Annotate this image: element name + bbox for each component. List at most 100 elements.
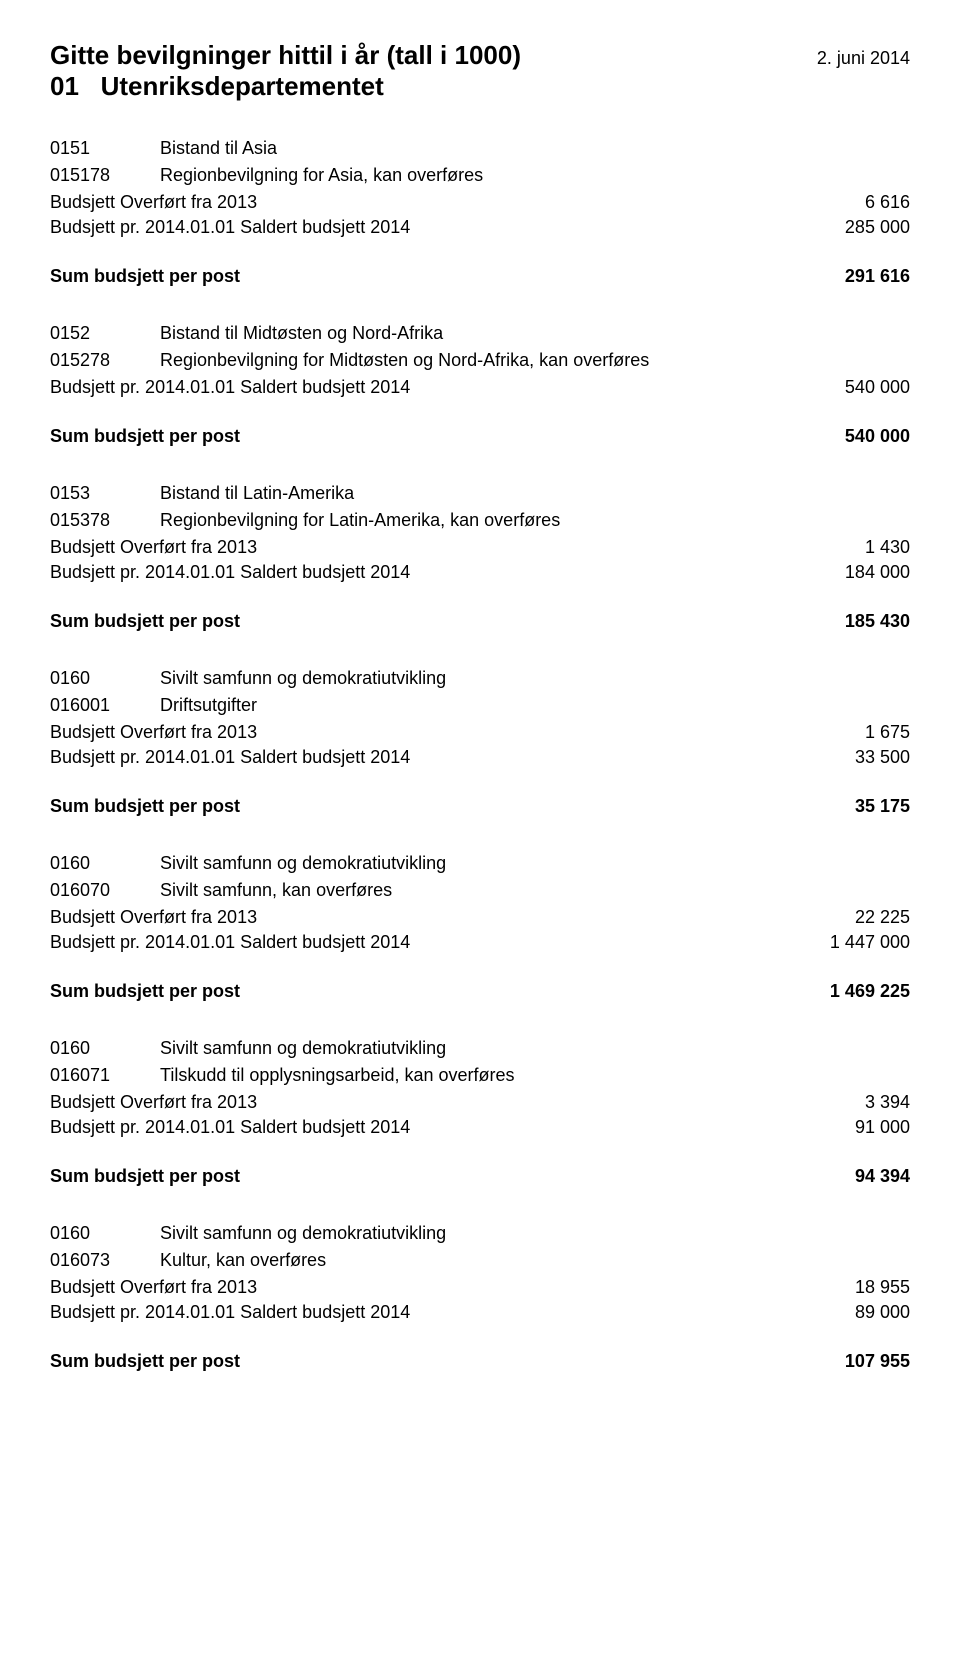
line-label: Budsjett Overført fra 2013 <box>50 1277 257 1298</box>
line-label: Budsjett Overført fra 2013 <box>50 907 257 928</box>
sum-label: Sum budsjett per post <box>50 1351 240 1372</box>
subcategory-desc: Driftsutgifter <box>160 695 910 716</box>
line-label: Budsjett pr. 2014.01.01 Saldert budsjett… <box>50 932 410 953</box>
sum-row: Sum budsjett per post 291 616 <box>50 266 910 287</box>
line-value: 22 225 <box>855 907 910 928</box>
subcategory-code: 016071 <box>50 1065 160 1086</box>
line-value: 6 616 <box>865 192 910 213</box>
sum-value: 291 616 <box>845 266 910 287</box>
subcategory-desc: Regionbevilgning for Asia, kan overføres <box>160 165 910 186</box>
line-value: 1 675 <box>865 722 910 743</box>
line-label: Budsjett pr. 2014.01.01 Saldert budsjett… <box>50 562 410 583</box>
category-line: 0153Bistand til Latin-Amerika <box>50 483 910 504</box>
budget-block: 0152Bistand til Midtøsten og Nord-Afrika… <box>50 323 910 398</box>
category-line: 0160Sivilt samfunn og demokratiutvikling <box>50 1038 910 1059</box>
sum-value: 35 175 <box>855 796 910 817</box>
report-date: 2. juni 2014 <box>817 48 910 69</box>
subtitle-code: 01 <box>50 71 79 101</box>
subcategory-desc: Regionbevilgning for Latin-Amerika, kan … <box>160 510 910 531</box>
subcategory-desc: Kultur, kan overføres <box>160 1250 910 1271</box>
line-label: Budsjett pr. 2014.01.01 Saldert budsjett… <box>50 217 410 238</box>
category-line: 0160Sivilt samfunn og demokratiutvikling <box>50 1223 910 1244</box>
category-desc: Sivilt samfunn og demokratiutvikling <box>160 668 910 689</box>
sum-value: 94 394 <box>855 1166 910 1187</box>
sum-row: Sum budsjett per post 35 175 <box>50 796 910 817</box>
category-code: 0151 <box>50 138 160 159</box>
subcategory-code: 016070 <box>50 880 160 901</box>
budget-line: Budsjett pr. 2014.01.01 Saldert budsjett… <box>50 932 910 953</box>
budget-block: 0160Sivilt samfunn og demokratiutvikling… <box>50 853 910 953</box>
subcategory-code: 015378 <box>50 510 160 531</box>
subcategory-code: 015178 <box>50 165 160 186</box>
sum-label: Sum budsjett per post <box>50 796 240 817</box>
subcategory-line: 015278Regionbevilgning for Midtøsten og … <box>50 350 910 371</box>
subcategory-desc: Sivilt samfunn, kan overføres <box>160 880 910 901</box>
subcategory-line: 016073Kultur, kan overføres <box>50 1250 910 1271</box>
category-line: 0152Bistand til Midtøsten og Nord-Afrika <box>50 323 910 344</box>
sum-value: 185 430 <box>845 611 910 632</box>
category-code: 0160 <box>50 668 160 689</box>
category-line: 0151Bistand til Asia <box>50 138 910 159</box>
subcategory-line: 015378Regionbevilgning for Latin-Amerika… <box>50 510 910 531</box>
line-label: Budsjett pr. 2014.01.01 Saldert budsjett… <box>50 1117 410 1138</box>
budget-block: 0160Sivilt samfunn og demokratiutvikling… <box>50 1223 910 1323</box>
sum-label: Sum budsjett per post <box>50 981 240 1002</box>
line-label: Budsjett Overført fra 2013 <box>50 1092 257 1113</box>
category-desc: Bistand til Asia <box>160 138 910 159</box>
category-desc: Bistand til Midtøsten og Nord-Afrika <box>160 323 910 344</box>
category-desc: Bistand til Latin-Amerika <box>160 483 910 504</box>
line-value: 1 447 000 <box>830 932 910 953</box>
subtitle-text: Utenriksdepartementet <box>101 71 384 101</box>
line-value: 89 000 <box>855 1302 910 1323</box>
budget-line: Budsjett pr. 2014.01.01 Saldert budsjett… <box>50 562 910 583</box>
budget-line: Budsjett pr. 2014.01.01 Saldert budsjett… <box>50 217 910 238</box>
line-value: 184 000 <box>845 562 910 583</box>
sum-value: 1 469 225 <box>830 981 910 1002</box>
line-value: 33 500 <box>855 747 910 768</box>
subcategory-line: 016070Sivilt samfunn, kan overføres <box>50 880 910 901</box>
budget-line: Budsjett pr. 2014.01.01 Saldert budsjett… <box>50 1302 910 1323</box>
subcategory-desc: Tilskudd til opplysningsarbeid, kan over… <box>160 1065 910 1086</box>
line-value: 91 000 <box>855 1117 910 1138</box>
subcategory-line: 015178Regionbevilgning for Asia, kan ove… <box>50 165 910 186</box>
sum-row: Sum budsjett per post94 394 <box>50 1166 910 1187</box>
line-label: Budsjett Overført fra 2013 <box>50 537 257 558</box>
line-label: Budsjett pr. 2014.01.01 Saldert budsjett… <box>50 1302 410 1323</box>
budget-line: Budsjett Overført fra 2013 1 430 <box>50 537 910 558</box>
sum-value: 107 955 <box>845 1351 910 1372</box>
category-code: 0160 <box>50 1038 160 1059</box>
budget-line: Budsjett Overført fra 201318 955 <box>50 1277 910 1298</box>
category-desc: Sivilt samfunn og demokratiutvikling <box>160 1038 910 1059</box>
budget-line: Budsjett pr. 2014.01.01 Saldert budsjett… <box>50 377 910 398</box>
page-subtitle: 01 Utenriksdepartementet <box>50 71 910 102</box>
budget-line: Budsjett pr. 2014.01.01 Saldert budsjett… <box>50 1117 910 1138</box>
sum-label: Sum budsjett per post <box>50 266 240 287</box>
line-value: 1 430 <box>865 537 910 558</box>
budget-block: 0151Bistand til Asia015178Regionbevilgni… <box>50 138 910 238</box>
line-label: Budsjett pr. 2014.01.01 Saldert budsjett… <box>50 377 410 398</box>
line-value: 285 000 <box>845 217 910 238</box>
category-code: 0160 <box>50 1223 160 1244</box>
budget-block: 0160Sivilt samfunn og demokratiutvikling… <box>50 1038 910 1138</box>
page-title: Gitte bevilgninger hittil i år (tall i 1… <box>50 40 521 71</box>
budget-line: Budsjett Overført fra 2013 6 616 <box>50 192 910 213</box>
subcategory-line: 016001Driftsutgifter <box>50 695 910 716</box>
category-code: 0160 <box>50 853 160 874</box>
subcategory-code: 015278 <box>50 350 160 371</box>
sum-value: 540 000 <box>845 426 910 447</box>
line-label: Budsjett pr. 2014.01.01 Saldert budsjett… <box>50 747 410 768</box>
subcategory-line: 016071Tilskudd til opplysningsarbeid, ka… <box>50 1065 910 1086</box>
category-line: 0160Sivilt samfunn og demokratiutvikling <box>50 668 910 689</box>
budget-line: Budsjett pr. 2014.01.01 Saldert budsjett… <box>50 747 910 768</box>
budget-block: 0153Bistand til Latin-Amerika015378Regio… <box>50 483 910 583</box>
line-label: Budsjett Overført fra 2013 <box>50 192 257 213</box>
category-desc: Sivilt samfunn og demokratiutvikling <box>160 1223 910 1244</box>
subcategory-desc: Regionbevilgning for Midtøsten og Nord-A… <box>160 350 910 371</box>
line-value: 540 000 <box>845 377 910 398</box>
sum-label: Sum budsjett per post <box>50 611 240 632</box>
subcategory-code: 016001 <box>50 695 160 716</box>
budget-line: Budsjett Overført fra 2013 22 225 <box>50 907 910 928</box>
category-code: 0153 <box>50 483 160 504</box>
budget-line: Budsjett Overført fra 20133 394 <box>50 1092 910 1113</box>
budget-line: Budsjett Overført fra 20131 675 <box>50 722 910 743</box>
